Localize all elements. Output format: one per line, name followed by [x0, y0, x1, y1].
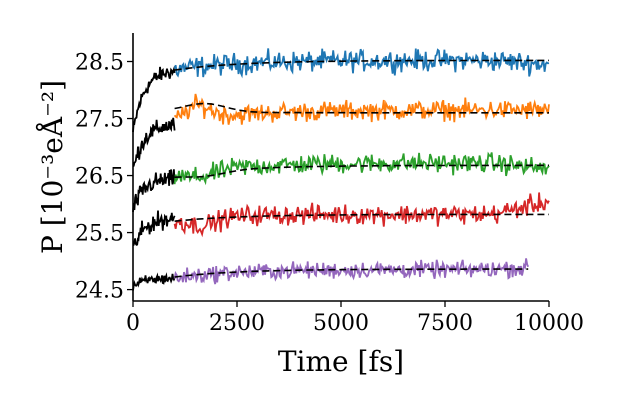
fit-line-series-orange: [174, 102, 549, 114]
data-line-series-green: [173, 151, 550, 186]
y-ticks: 24.5 25.5 26.5 27.5 28.5: [75, 51, 133, 304]
equilibration-line-series-orange: [132, 117, 176, 168]
y-tick-label: 26.5: [75, 165, 124, 190]
fit-line-series-green: [174, 164, 549, 178]
x-axis-label: Time [fs]: [278, 345, 404, 378]
plot-area: [132, 48, 550, 291]
data-line-series-red: [173, 192, 550, 238]
equilibration-line-series-blue: [132, 65, 176, 133]
fit-line-series-purple: [174, 268, 529, 278]
equilibration-line-series-red: [132, 210, 176, 247]
x-ticks: 0 2500 5000 7500 10000: [126, 301, 584, 336]
y-tick-label: 24.5: [75, 279, 124, 304]
y-tick-label: 27.5: [75, 108, 124, 133]
y-tick-label: 25.5: [75, 222, 124, 247]
fit-layer: [174, 59, 549, 278]
fit-line-series-blue: [174, 59, 549, 71]
equilibration-line-series-purple: [132, 272, 176, 291]
equilibration-line-series-green: [132, 169, 176, 213]
x-tick-label: 7500: [417, 311, 473, 336]
series-layer: [132, 48, 550, 291]
y-axis-label: P [10⁻³eÅ⁻²]: [36, 80, 69, 254]
x-tick-label: 2500: [209, 311, 265, 336]
y-tick-label: 28.5: [75, 51, 124, 76]
data-line-series-orange: [173, 93, 550, 125]
fit-line-series-red: [174, 213, 549, 222]
data-line-series-blue: [173, 48, 550, 79]
x-tick-label: 5000: [313, 311, 369, 336]
data-line-series-purple: [173, 258, 530, 285]
x-tick-label: 0: [126, 311, 140, 336]
x-tick-label: 10000: [514, 311, 584, 336]
